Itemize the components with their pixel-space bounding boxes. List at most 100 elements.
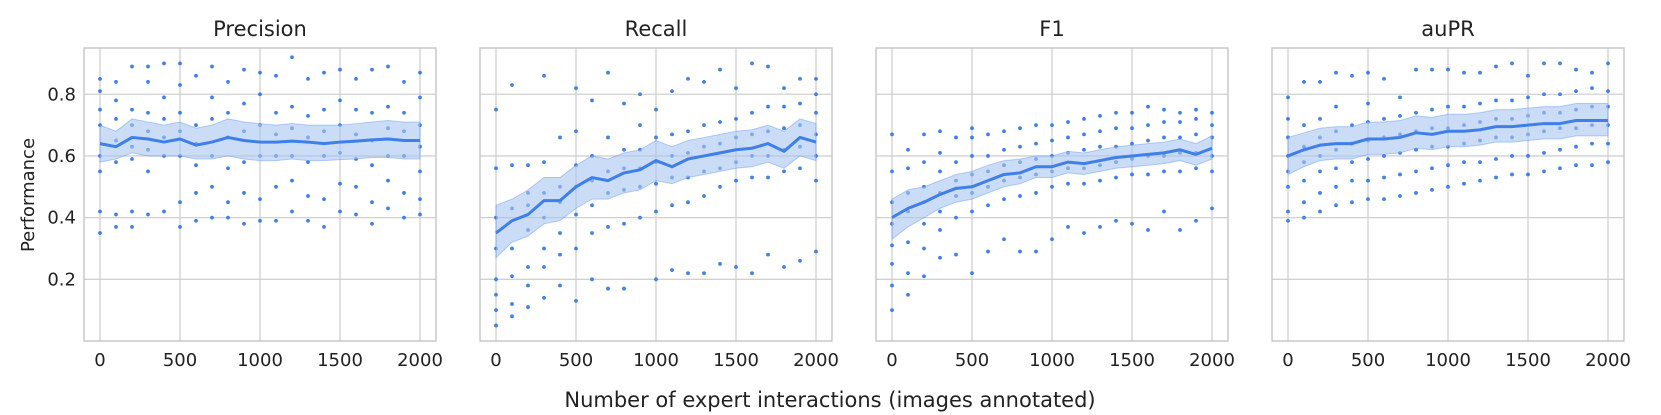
scatter-point (1178, 135, 1182, 140)
scatter-point (686, 76, 690, 81)
scatter-point (1382, 197, 1386, 202)
scatter-point (290, 209, 294, 214)
scatter-point (114, 98, 118, 103)
scatter-point (718, 67, 722, 72)
scatter-point (386, 178, 390, 183)
scatter-point (938, 129, 942, 134)
scatter-point (1146, 172, 1150, 177)
scatter-point (1558, 147, 1562, 152)
scatter-point (718, 261, 722, 266)
scatter-point (1462, 104, 1466, 109)
scatter-point (766, 64, 770, 69)
scatter-point (402, 80, 406, 84)
scatter-point (750, 175, 754, 180)
scatter-point (306, 113, 310, 118)
scatter-point (146, 212, 150, 217)
scatter-point (622, 286, 626, 291)
scatter-point (354, 212, 358, 217)
scatter-point (1130, 110, 1134, 115)
scatter-point (338, 181, 342, 186)
scatter-point (1382, 154, 1386, 158)
scatter-point (510, 163, 514, 168)
scatter-point (306, 160, 310, 165)
scatter-point (210, 184, 214, 189)
scatter-point (1210, 169, 1214, 174)
scatter-point (1050, 138, 1054, 143)
scatter-point (1162, 135, 1166, 140)
scatter-point (1286, 184, 1290, 189)
scatter-point (1034, 123, 1038, 128)
scatter-point (98, 169, 102, 174)
scatter-point (1302, 200, 1306, 205)
scatter-point (1018, 194, 1022, 198)
scatter-point (922, 132, 926, 137)
scatter-point (526, 265, 530, 269)
scatter-point (906, 271, 910, 276)
scatter-point (938, 169, 942, 174)
scatter-point (1082, 117, 1086, 121)
scatter-point (1178, 228, 1182, 232)
scatter-point (1146, 123, 1150, 128)
scatter-point (290, 55, 294, 60)
x-tick-label: 0 (94, 350, 105, 371)
scatter-point (590, 203, 594, 208)
scatter-point (954, 160, 958, 165)
scatter-point (526, 163, 530, 168)
panel-recall: Recall 0 500 1000 1500 2000 (479, 17, 839, 371)
scatter-point (274, 110, 278, 115)
x-tick-label: 500 (955, 350, 989, 371)
scatter-point (130, 209, 134, 214)
scatter-point (654, 209, 658, 214)
scatter-point (306, 76, 310, 81)
scatter-point (782, 265, 786, 269)
scatter-point (386, 104, 390, 109)
scatter-point (1302, 123, 1306, 128)
scatter-point (798, 76, 802, 81)
scatter-point (1098, 224, 1102, 229)
scatter-point (510, 314, 514, 319)
scatter-point (558, 231, 562, 235)
scatter-point (1350, 160, 1354, 165)
scatter-point (1414, 191, 1418, 195)
scatter-point (258, 197, 262, 202)
scatter-point (1286, 95, 1290, 100)
scatter-point (1558, 166, 1562, 171)
scatter-point (622, 147, 626, 152)
scatter-point (702, 80, 706, 84)
scatter-point (1302, 178, 1306, 183)
scatter-point (1334, 184, 1338, 189)
scatter-point (1462, 70, 1466, 75)
scatter-point (1082, 132, 1086, 137)
scatter-point (938, 228, 942, 232)
scatter-point (718, 184, 722, 189)
scatter-point (290, 104, 294, 109)
scatter-point (922, 160, 926, 165)
scatter-point (1162, 107, 1166, 112)
scatter-point (130, 157, 134, 161)
panel-f1: F1 0 500 1000 1500 2000 (875, 17, 1235, 371)
scatter-point (242, 221, 246, 226)
confidence-band (495, 118, 817, 259)
scatter-point (526, 305, 530, 309)
scatter-point (1210, 206, 1214, 211)
scatter-point (890, 283, 894, 288)
scatter-point (1366, 101, 1370, 106)
scatter-point (1098, 129, 1102, 134)
scatter-point (1114, 110, 1118, 115)
scatter-point (354, 107, 358, 112)
scatter-point (210, 117, 214, 121)
scatter-point (510, 274, 514, 279)
scatter-point (734, 86, 738, 90)
scatter-point (1430, 67, 1434, 72)
scatter-point (322, 70, 326, 75)
scatter-point (370, 110, 374, 115)
scatter-point (1178, 110, 1182, 115)
scatter-point (1034, 249, 1038, 254)
scatter-point (890, 243, 894, 248)
scatter-point (1082, 147, 1086, 152)
scatter-point (1558, 61, 1562, 66)
scatter-point (1318, 209, 1322, 214)
scatter-point (1334, 166, 1338, 171)
scatter-point (1606, 160, 1610, 165)
